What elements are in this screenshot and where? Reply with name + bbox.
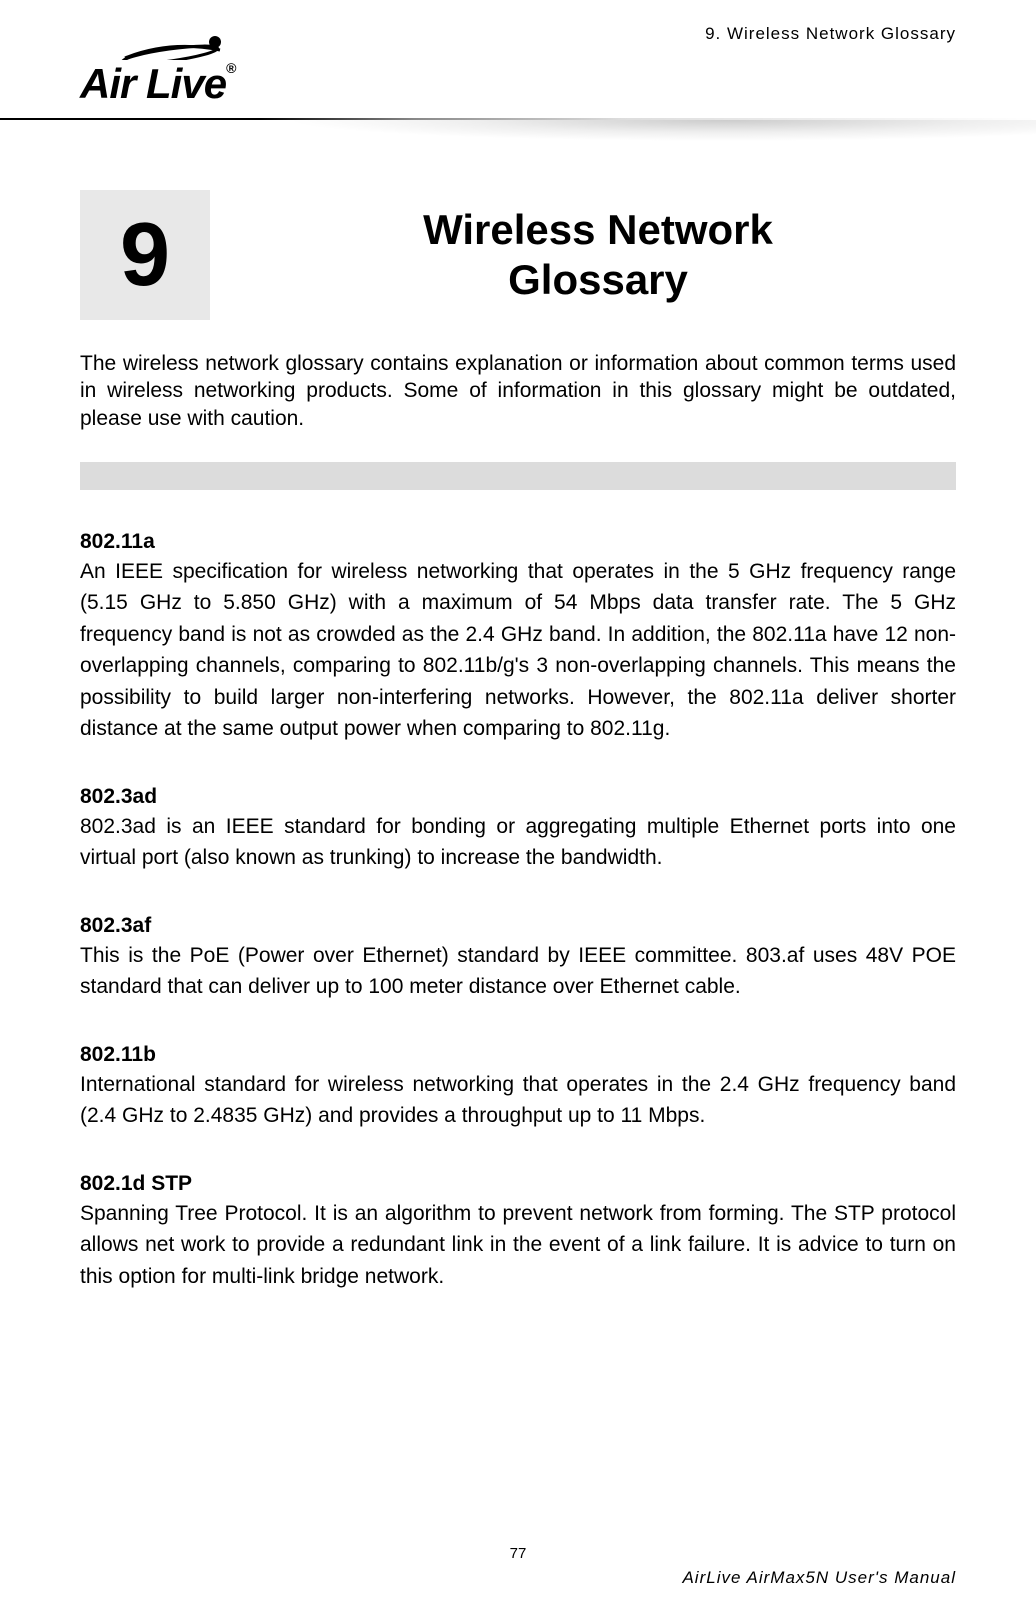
logo-registered-mark: ® (226, 60, 235, 76)
logo-brand-name: Air Live (80, 60, 226, 107)
chapter-number: 9 (120, 204, 170, 307)
glossary-definition: An IEEE specification for wireless netwo… (80, 556, 956, 745)
header-shadow (0, 120, 1036, 150)
glossary-term: 802.1d STP (80, 1172, 956, 1196)
intro-paragraph: The wireless network glossary contains e… (80, 350, 956, 432)
brand-logo: Air Live® (80, 20, 320, 108)
glossary-definition: This is the PoE (Power over Ethernet) st… (80, 940, 956, 1003)
page-footer: 77 AirLive AirMax5N User's Manual (80, 1545, 956, 1588)
glossary-term: 802.11a (80, 530, 956, 554)
logo-swoosh-icon (120, 20, 320, 60)
footer-manual-title: AirLive AirMax5N User's Manual (80, 1568, 956, 1588)
chapter-number-box: 9 (80, 190, 210, 320)
glossary-entry: 802.11a An IEEE specification for wirele… (80, 530, 956, 745)
chapter-title: Wireless Network Glossary (240, 205, 956, 306)
glossary-term: 802.3af (80, 914, 956, 938)
glossary-definition: 802.3ad is an IEEE standard for bonding … (80, 811, 956, 874)
header-section-label: 9. Wireless Network Glossary (705, 20, 956, 44)
glossary-definition: International standard for wireless netw… (80, 1069, 956, 1132)
logo-text: Air Live® (80, 60, 320, 108)
glossary-entry: 802.3ad 802.3ad is an IEEE standard for … (80, 785, 956, 874)
chapter-heading: 9 Wireless Network Glossary (80, 190, 956, 320)
page-number: 77 (80, 1545, 956, 1562)
chapter-title-line1: Wireless Network (423, 206, 773, 253)
glossary-entry: 802.11b International standard for wirel… (80, 1043, 956, 1132)
glossary-entry: 802.1d STP Spanning Tree Protocol. It is… (80, 1172, 956, 1293)
document-page: Air Live® 9. Wireless Network Glossary 9… (0, 0, 1036, 1618)
glossary-term: 802.3ad (80, 785, 956, 809)
chapter-title-line2: Glossary (508, 256, 688, 303)
glossary-definition: Spanning Tree Protocol. It is an algorit… (80, 1198, 956, 1293)
glossary-entry: 802.3af This is the PoE (Power over Ethe… (80, 914, 956, 1003)
page-header: Air Live® 9. Wireless Network Glossary (80, 20, 956, 108)
glossary-term: 802.11b (80, 1043, 956, 1067)
section-divider-bar (80, 462, 956, 490)
